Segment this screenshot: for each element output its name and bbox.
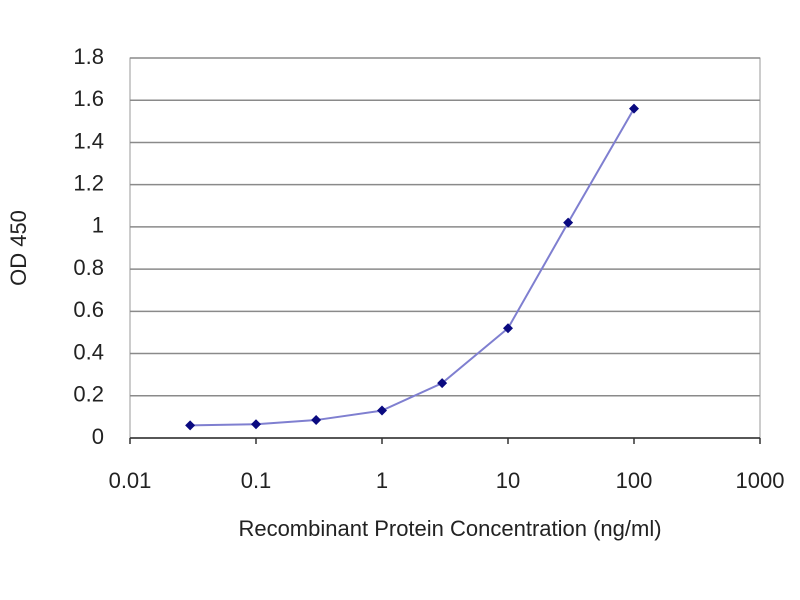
x-tick-label: 10 — [496, 468, 520, 493]
y-tick-label: 1.2 — [73, 170, 104, 195]
y-tick-label: 0 — [92, 424, 104, 449]
y-tick-label: 1.4 — [73, 128, 104, 153]
y-tick-label: 0.8 — [73, 255, 104, 280]
x-axis-label: Recombinant Protein Concentration (ng/ml… — [238, 516, 661, 541]
y-tick-label: 0.2 — [73, 382, 104, 407]
plot-area — [129, 57, 761, 439]
y-tick-label: 0.4 — [73, 339, 104, 364]
y-tick-label: 1.6 — [73, 86, 104, 111]
y-tick-label: 1.8 — [73, 44, 104, 69]
data-point — [311, 415, 322, 426]
data-point — [437, 378, 448, 389]
data-line — [190, 108, 635, 427]
y-axis-label: OD 450 — [6, 210, 31, 286]
x-tick-label: 0.1 — [241, 468, 272, 493]
data-point — [629, 103, 639, 114]
x-tick-label: 0.01 — [109, 468, 152, 493]
x-tick-label: 1 — [376, 468, 388, 493]
y-tick-label: 0.6 — [73, 297, 104, 322]
x-tick-label: 100 — [616, 468, 653, 493]
data-point — [185, 420, 196, 431]
x-tick-label: 1000 — [736, 468, 785, 493]
data-point — [503, 323, 513, 334]
data-point — [377, 405, 387, 416]
data-point — [251, 419, 261, 430]
y-tick-label: 1 — [92, 213, 104, 238]
data-point — [563, 217, 574, 228]
